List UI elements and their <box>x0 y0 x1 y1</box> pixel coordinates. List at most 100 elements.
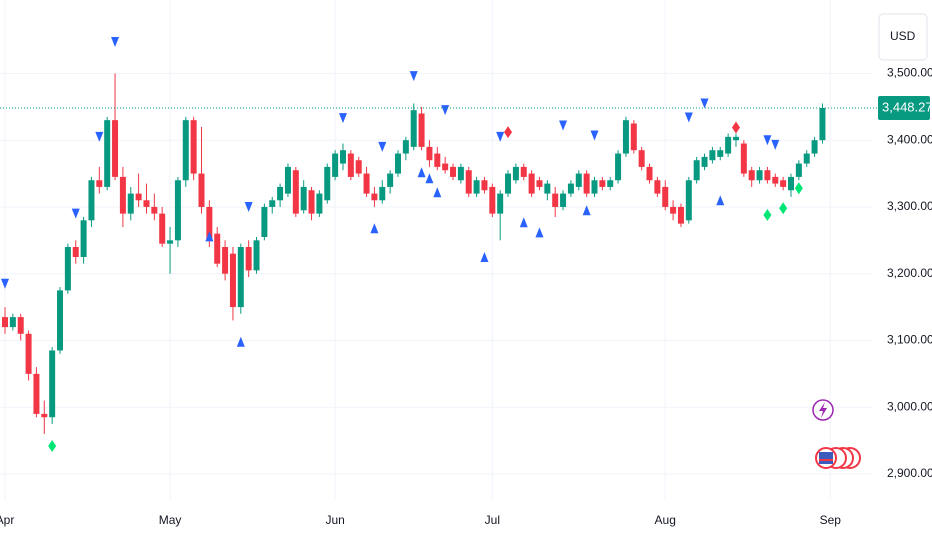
candle-body <box>119 176 126 214</box>
candle-body <box>402 140 409 154</box>
candle-body <box>395 153 401 174</box>
y-tick-label: 3,100.00 <box>887 333 932 347</box>
signal-marker <box>417 167 426 178</box>
signal-marker <box>779 202 788 215</box>
candle-body <box>190 120 197 174</box>
candle-body <box>159 213 166 244</box>
candle-body <box>481 180 488 191</box>
last-price-label: 3,448.27 <box>882 99 932 114</box>
signal-marker <box>716 195 725 206</box>
y-tick-label: 3,000.00 <box>887 399 932 413</box>
candle-body <box>489 186 496 214</box>
candle-body <box>33 373 40 414</box>
flag <box>819 452 833 464</box>
y-tick-label: 3,500.00 <box>887 66 932 80</box>
candle-body <box>591 180 598 194</box>
candle-body <box>497 193 504 214</box>
icons <box>812 399 861 469</box>
last-price-box <box>878 95 930 120</box>
candle-body <box>135 193 142 201</box>
candle-body <box>2 317 8 328</box>
signal-marker <box>48 439 57 452</box>
candle-body <box>819 107 826 141</box>
candle-body <box>277 186 284 201</box>
candle-body <box>615 153 622 181</box>
candle-body <box>772 176 779 184</box>
signal-marker <box>684 112 693 123</box>
candle-body <box>300 186 307 211</box>
candle-body <box>709 150 716 161</box>
candle-body <box>174 180 181 241</box>
candle-body <box>560 193 567 207</box>
currency[interactable]: USD <box>890 29 916 43</box>
candle-body <box>520 166 527 177</box>
signal-marker <box>433 187 442 198</box>
signal-marker <box>378 141 387 152</box>
candle-body <box>630 123 637 151</box>
candle-body <box>182 120 189 181</box>
signal-marker <box>236 336 245 347</box>
signal-marker <box>205 231 214 242</box>
x-tick-label: Apr <box>0 513 14 527</box>
candle-body <box>670 206 677 214</box>
candle-body <box>80 220 87 258</box>
signal-marker <box>409 71 418 82</box>
candle-body <box>740 143 747 174</box>
signal-marker <box>71 208 80 219</box>
candle-body <box>418 113 425 147</box>
candle-body <box>780 180 787 187</box>
signal-marker <box>519 217 528 228</box>
candle-body <box>198 173 205 207</box>
signal-marker <box>559 120 568 131</box>
candle-body <box>677 206 684 224</box>
signal-marker <box>763 208 772 221</box>
candle-body <box>72 247 79 258</box>
signal-marker <box>590 130 599 141</box>
candle-body <box>450 166 457 177</box>
candle-body <box>473 180 480 194</box>
signal-marker <box>794 182 803 195</box>
candle-body <box>292 170 299 214</box>
signal-marker <box>338 113 347 124</box>
candle-body <box>57 290 64 351</box>
candle-body <box>347 153 354 177</box>
candle-body <box>583 173 590 194</box>
x-tick-label: May <box>159 513 182 527</box>
x-tick-label: Jul <box>485 513 500 527</box>
candle-body <box>88 180 95 221</box>
signal-marker <box>535 227 544 238</box>
candle-body <box>222 247 229 274</box>
candle-body <box>363 173 370 194</box>
candle-body <box>387 173 394 187</box>
candle-body <box>505 173 512 194</box>
candle-body <box>756 170 763 181</box>
candle-body <box>567 183 574 194</box>
candle-body <box>9 317 16 328</box>
signal-marker <box>111 37 120 48</box>
y-tick-label: 3,400.00 <box>887 132 932 146</box>
candle-body <box>803 153 810 164</box>
signal-marker <box>244 201 253 212</box>
candle-body <box>410 110 417 147</box>
candle-body <box>49 350 56 418</box>
candle-body <box>253 240 260 271</box>
candle-body <box>25 333 32 374</box>
x-tick-label: Sep <box>820 513 842 527</box>
candle-body <box>725 136 732 154</box>
candle-body <box>64 247 71 291</box>
candle-body <box>269 200 276 207</box>
candle-body <box>685 180 692 221</box>
signal-marker <box>1 278 9 289</box>
candle-body <box>229 253 236 308</box>
currency-box[interactable] <box>878 13 928 61</box>
candle-body <box>465 170 472 194</box>
candle-body <box>552 193 559 207</box>
candle-body <box>457 166 464 181</box>
candle-body <box>528 173 535 194</box>
candle-body <box>662 186 669 207</box>
candle-body <box>308 190 315 214</box>
candle-body <box>324 166 331 201</box>
signal-marker <box>496 131 505 142</box>
candle-body <box>339 150 346 164</box>
